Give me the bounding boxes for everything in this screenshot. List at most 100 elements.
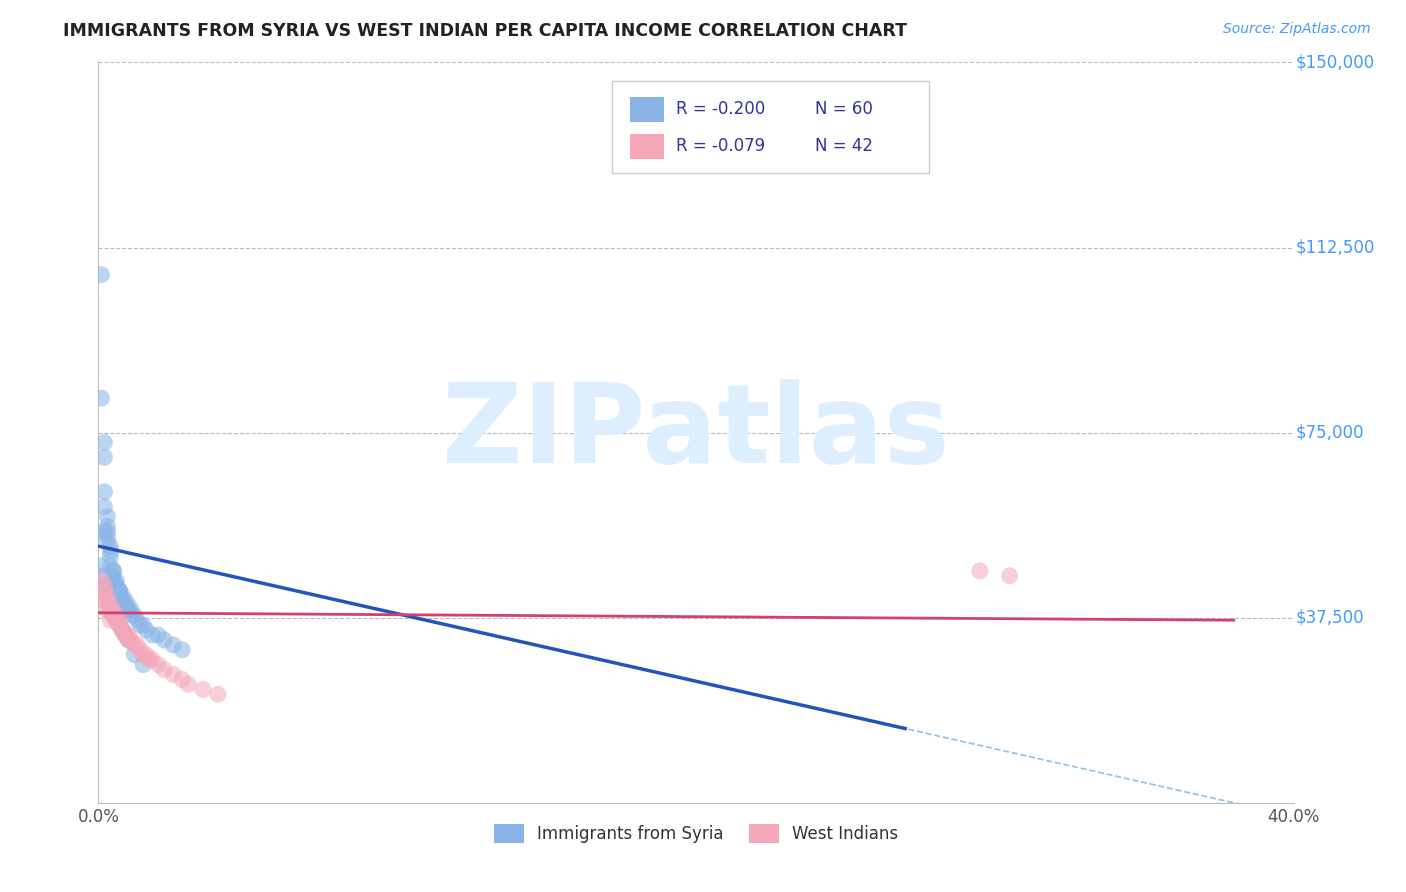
- West Indians: [148, 657, 170, 672]
- Immigrants from Syria: [103, 564, 125, 578]
- West Indians: [98, 599, 122, 613]
- West Indians: [162, 667, 184, 681]
- Immigrants from Syria: [93, 524, 115, 539]
- FancyBboxPatch shape: [630, 135, 664, 159]
- West Indians: [108, 618, 131, 632]
- Immigrants from Syria: [111, 623, 134, 637]
- West Indians: [172, 673, 194, 687]
- West Indians: [117, 632, 139, 647]
- Immigrants from Syria: [105, 574, 128, 588]
- Immigrants from Syria: [114, 593, 136, 607]
- Immigrants from Syria: [108, 583, 131, 598]
- Immigrants from Syria: [103, 574, 125, 588]
- West Indians: [969, 564, 991, 578]
- Immigrants from Syria: [111, 593, 134, 607]
- Text: N = 42: N = 42: [815, 137, 873, 155]
- Immigrants from Syria: [98, 558, 122, 573]
- West Indians: [141, 653, 163, 667]
- West Indians: [96, 589, 118, 603]
- Legend: Immigrants from Syria, West Indians: Immigrants from Syria, West Indians: [486, 817, 905, 850]
- Text: $37,500: $37,500: [1296, 608, 1365, 627]
- Immigrants from Syria: [108, 589, 131, 603]
- Immigrants from Syria: [96, 529, 118, 543]
- Text: R = -0.200: R = -0.200: [676, 100, 765, 118]
- Immigrants from Syria: [93, 579, 115, 593]
- Immigrants from Syria: [90, 558, 112, 573]
- Text: $150,000: $150,000: [1296, 54, 1375, 71]
- West Indians: [90, 574, 112, 588]
- West Indians: [93, 593, 115, 607]
- Immigrants from Syria: [103, 608, 125, 623]
- Immigrants from Syria: [124, 608, 146, 623]
- West Indians: [207, 687, 229, 701]
- West Indians: [108, 613, 131, 627]
- West Indians: [124, 638, 146, 652]
- West Indians: [135, 648, 157, 662]
- West Indians: [177, 677, 200, 691]
- West Indians: [129, 642, 152, 657]
- West Indians: [127, 638, 149, 652]
- West Indians: [96, 599, 118, 613]
- Immigrants from Syria: [98, 549, 122, 563]
- West Indians: [105, 613, 128, 627]
- Immigrants from Syria: [93, 435, 115, 450]
- Immigrants from Syria: [132, 618, 155, 632]
- Immigrants from Syria: [98, 599, 122, 613]
- Immigrants from Syria: [98, 539, 122, 553]
- West Indians: [117, 628, 139, 642]
- West Indians: [191, 682, 214, 697]
- Immigrants from Syria: [105, 613, 128, 627]
- Immigrants from Syria: [103, 564, 125, 578]
- West Indians: [153, 663, 176, 677]
- Text: $112,500: $112,500: [1296, 238, 1375, 257]
- Immigrants from Syria: [117, 603, 139, 617]
- West Indians: [114, 628, 136, 642]
- West Indians: [105, 613, 128, 627]
- Immigrants from Syria: [105, 579, 128, 593]
- West Indians: [98, 613, 122, 627]
- Immigrants from Syria: [93, 484, 115, 499]
- Immigrants from Syria: [114, 628, 136, 642]
- Immigrants from Syria: [124, 648, 146, 662]
- Immigrants from Syria: [98, 544, 122, 558]
- Immigrants from Syria: [96, 524, 118, 539]
- West Indians: [93, 579, 115, 593]
- West Indians: [111, 623, 134, 637]
- Immigrants from Syria: [111, 589, 134, 603]
- FancyBboxPatch shape: [613, 81, 929, 173]
- West Indians: [96, 603, 118, 617]
- Immigrants from Syria: [103, 568, 125, 582]
- Immigrants from Syria: [90, 391, 112, 405]
- West Indians: [108, 618, 131, 632]
- West Indians: [103, 603, 125, 617]
- West Indians: [998, 568, 1021, 582]
- Immigrants from Syria: [132, 657, 155, 672]
- Immigrants from Syria: [141, 628, 163, 642]
- Text: IMMIGRANTS FROM SYRIA VS WEST INDIAN PER CAPITA INCOME CORRELATION CHART: IMMIGRANTS FROM SYRIA VS WEST INDIAN PER…: [63, 22, 907, 40]
- Immigrants from Syria: [96, 509, 118, 524]
- Immigrants from Syria: [120, 608, 142, 623]
- Immigrants from Syria: [108, 583, 131, 598]
- Immigrants from Syria: [111, 593, 134, 607]
- West Indians: [98, 603, 122, 617]
- Immigrants from Syria: [93, 500, 115, 514]
- Immigrants from Syria: [129, 618, 152, 632]
- Immigrants from Syria: [108, 583, 131, 598]
- Immigrants from Syria: [117, 603, 139, 617]
- Text: N = 60: N = 60: [815, 100, 873, 118]
- Immigrants from Syria: [135, 623, 157, 637]
- West Indians: [103, 608, 125, 623]
- West Indians: [138, 653, 160, 667]
- West Indians: [114, 628, 136, 642]
- Immigrants from Syria: [117, 599, 139, 613]
- Immigrants from Syria: [127, 613, 149, 627]
- West Indians: [111, 623, 134, 637]
- Immigrants from Syria: [172, 642, 194, 657]
- Immigrants from Syria: [108, 618, 131, 632]
- West Indians: [93, 583, 115, 598]
- Immigrants from Syria: [96, 519, 118, 533]
- Immigrants from Syria: [96, 589, 118, 603]
- Immigrants from Syria: [153, 632, 176, 647]
- Text: $75,000: $75,000: [1296, 424, 1364, 442]
- Immigrants from Syria: [148, 628, 170, 642]
